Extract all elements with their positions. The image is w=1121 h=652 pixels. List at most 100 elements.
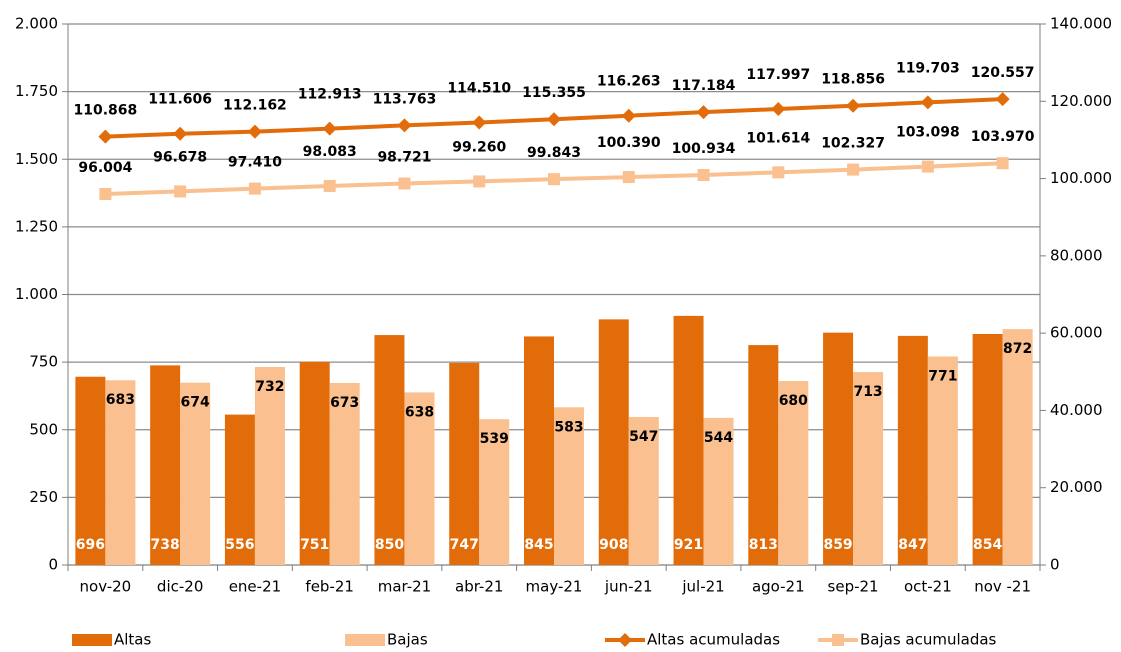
x-tick-label: jul-21 (681, 578, 724, 596)
y2-tick-label: 0 (1050, 556, 1060, 574)
y-tick-label: 1.500 (15, 150, 58, 168)
data-label: 96.004 (78, 160, 132, 176)
bar (329, 382, 360, 565)
marker (397, 118, 412, 133)
bar (524, 336, 554, 565)
bar-label: 680 (779, 393, 808, 409)
data-label: 99.843 (527, 145, 581, 161)
x-tick-label: may-21 (526, 578, 583, 596)
data-label: 117.184 (672, 78, 736, 94)
bar (673, 315, 704, 565)
marker (247, 124, 262, 139)
x-tick-label: abr-21 (455, 578, 503, 596)
marker (772, 166, 785, 179)
bar (254, 366, 285, 565)
bar (374, 335, 405, 565)
marker (696, 105, 711, 120)
data-label: 110.868 (74, 103, 138, 119)
bar (823, 332, 854, 565)
data-label: 96.678 (153, 149, 207, 165)
bar-label: 713 (853, 384, 882, 400)
bar (554, 407, 584, 565)
bar (703, 417, 734, 565)
marker (771, 102, 786, 117)
bar (299, 361, 330, 565)
data-label: 101.614 (746, 130, 810, 146)
bar (628, 417, 659, 565)
bar-label: 732 (255, 379, 284, 395)
bar-label: 850 (375, 537, 404, 553)
bar-label: 854 (973, 537, 1002, 553)
x-tick-label: nov -21 (974, 578, 1031, 596)
bar (105, 380, 136, 565)
marker (621, 108, 636, 123)
bar-label: 859 (823, 537, 852, 553)
bar-label: 696 (76, 537, 105, 553)
y2-tick-label: 40.000 (1050, 401, 1103, 419)
marker (547, 112, 561, 127)
data-label: 116.263 (597, 74, 661, 90)
marker (174, 185, 187, 198)
bar (778, 381, 809, 565)
bar-label: 908 (599, 537, 628, 553)
y-tick-label: 1.000 (15, 285, 58, 303)
bar-label: 547 (629, 429, 658, 445)
bar (180, 382, 211, 565)
marker (473, 175, 486, 188)
y-tick-label: 0 (48, 556, 58, 574)
bar (404, 392, 435, 565)
bar-label: 683 (106, 392, 135, 408)
bar-label: 747 (450, 537, 479, 553)
marker (847, 163, 860, 176)
bar (75, 376, 106, 565)
marker (920, 95, 935, 110)
legend-label: Altas (114, 631, 152, 649)
y2-tick-label: 120.000 (1050, 92, 1112, 110)
legend-marker (832, 634, 844, 646)
data-label: 112.162 (223, 98, 287, 114)
data-label: 100.934 (672, 141, 736, 157)
bar (897, 335, 928, 565)
bar-label: 845 (524, 537, 553, 553)
y2-tick-label: 80.000 (1050, 246, 1103, 264)
y2-tick-label: 100.000 (1050, 169, 1112, 187)
bar (748, 345, 779, 565)
y-tick-label: 750 (29, 353, 58, 371)
legend-swatch (345, 634, 385, 646)
bar (479, 419, 510, 565)
marker (398, 177, 411, 190)
data-label: 111.606 (148, 92, 212, 108)
x-tick-label: sep-21 (828, 578, 879, 596)
marker (622, 171, 635, 184)
bar-label: 556 (225, 537, 254, 553)
marker (99, 188, 112, 201)
data-label: 99.260 (452, 139, 506, 155)
marker (846, 98, 861, 113)
data-label: 113.763 (373, 91, 437, 107)
bar-label: 751 (300, 537, 329, 553)
y-tick-label: 250 (29, 488, 58, 506)
marker (697, 168, 710, 181)
marker (322, 121, 337, 136)
marker (323, 179, 336, 192)
y2-tick-label: 140.000 (1050, 15, 1112, 33)
bar (150, 365, 181, 565)
bar-label: 544 (704, 430, 733, 446)
bar (927, 356, 958, 565)
bar (449, 362, 480, 565)
x-tick-label: mar-21 (378, 578, 432, 596)
marker (98, 129, 113, 144)
y-tick-label: 1.250 (15, 217, 58, 235)
y-tick-label: 2.000 (15, 15, 58, 33)
bar-label: 872 (1003, 341, 1032, 357)
data-label: 98.721 (377, 150, 431, 166)
x-tick-label: ago-21 (752, 578, 805, 596)
marker (173, 126, 188, 141)
legend-label: Bajas (387, 631, 428, 649)
data-label: 102.327 (821, 136, 885, 152)
legend-label: Altas acumuladas (647, 631, 780, 649)
bar-label: 539 (480, 431, 509, 447)
x-tick-label: jun-21 (604, 578, 653, 596)
bar-label: 771 (928, 368, 957, 384)
